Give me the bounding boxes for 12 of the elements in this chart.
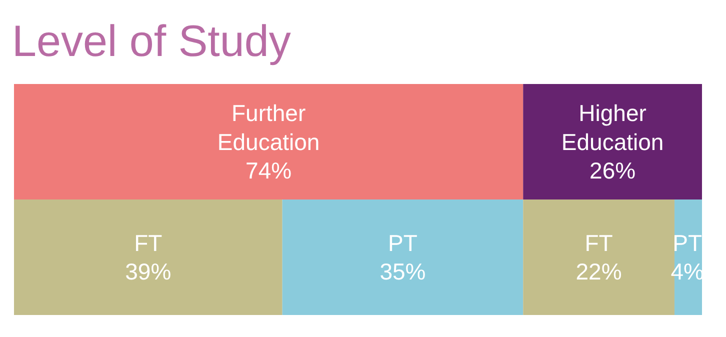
data-label: 39% bbox=[125, 258, 172, 285]
data-label: 35% bbox=[380, 258, 426, 285]
series-label: PT bbox=[388, 230, 418, 256]
data-label: 74% bbox=[246, 158, 292, 184]
series-label: FT bbox=[584, 230, 613, 256]
series-label: Higher Education bbox=[561, 100, 664, 155]
data-label: 22% bbox=[576, 258, 622, 285]
series-label: PT bbox=[672, 230, 702, 256]
data-label: 26% bbox=[590, 158, 636, 184]
series-label: FT bbox=[134, 230, 162, 256]
chart-title: Level of Study bbox=[12, 17, 291, 66]
series-label: Further Education bbox=[217, 100, 320, 155]
